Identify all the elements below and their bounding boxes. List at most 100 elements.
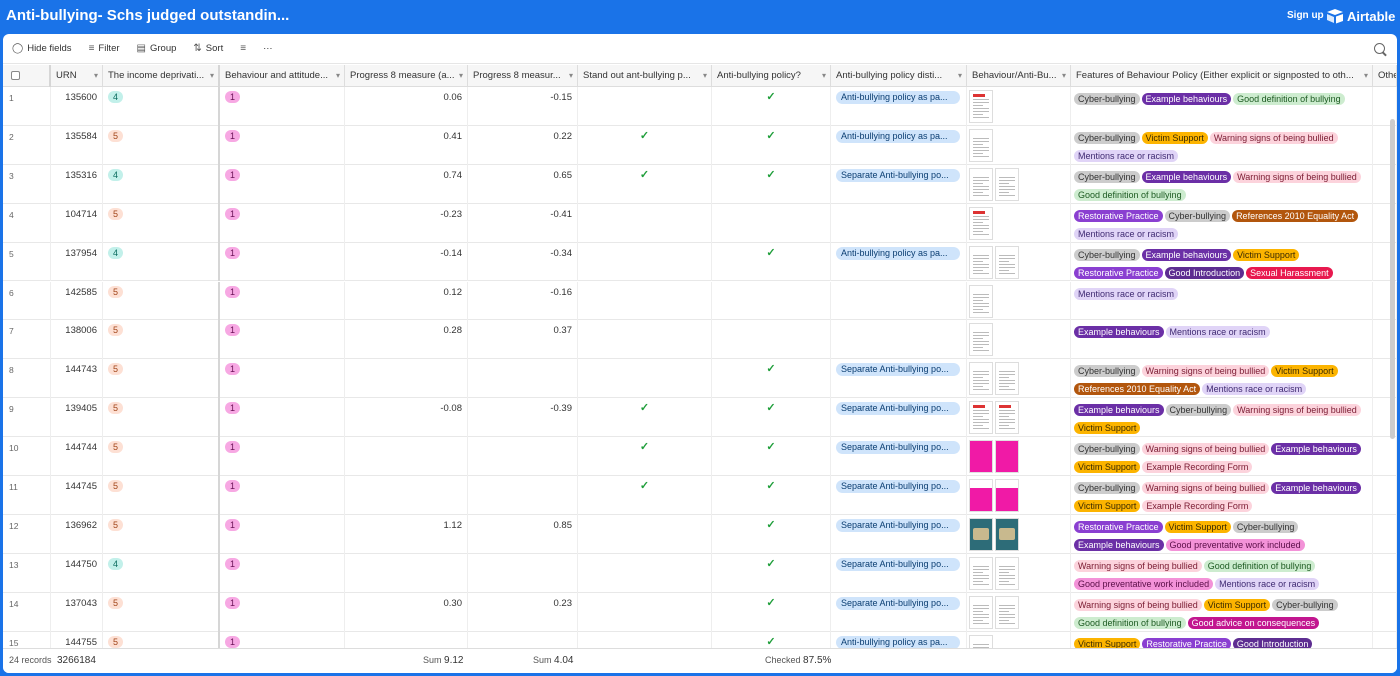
policy-distinct-cell[interactable] <box>831 281 967 321</box>
urn-cell[interactable]: 144744 <box>51 437 103 476</box>
progress8-a-cell[interactable]: 0.28 <box>345 320 468 360</box>
table-row[interactable]: 6 142585 5 1 0.12 -0.16 Mentions race or racis… <box>3 281 1397 321</box>
other-cell[interactable] <box>1373 437 1397 476</box>
progress8-b-cell[interactable]: -0.15 <box>468 87 578 126</box>
income-deprivation-cell[interactable]: 4 <box>103 242 220 282</box>
table-row[interactable]: 12 136962 5 1 1.12 0.85 ✓ Separate Anti-bullyin… <box>3 514 1397 554</box>
col-features-header[interactable]: Features of Behaviour Policy (Either exp… <box>1071 65 1373 87</box>
attachment-thumbnail[interactable] <box>969 206 993 240</box>
standout-policy-cell[interactable] <box>578 320 712 360</box>
progress8-b-cell[interactable]: 0.85 <box>468 514 578 554</box>
filter-button[interactable]: ≡ Filter <box>89 43 120 54</box>
standout-policy-cell[interactable]: ✓ <box>578 125 712 165</box>
progress8-b-cell[interactable] <box>468 553 578 593</box>
policy-distinct-cell[interactable]: Separate Anti-bullying po... <box>831 514 967 554</box>
hide-fields-button[interactable]: ◯ Hide fields <box>12 43 72 54</box>
policy-exists-cell[interactable]: ✓ <box>712 476 831 515</box>
table-row[interactable]: 8 144743 5 1 ✓ Separate Anti-bullying po... Cy… <box>3 359 1397 399</box>
income-deprivation-cell[interactable]: 4 <box>103 553 220 593</box>
attachment-cell[interactable] <box>967 437 1071 476</box>
features-cell[interactable]: Cyber-bullying Example behaviours Victim S… <box>1071 242 1373 282</box>
chevron-down-icon[interactable]: ▾ <box>1363 71 1368 80</box>
policy-exists-cell[interactable]: ✓ <box>712 398 831 438</box>
col-other-header[interactable]: Othe <box>1373 65 1397 87</box>
attachment-thumbnail[interactable] <box>969 556 993 590</box>
income-deprivation-cell[interactable]: 5 <box>103 592 220 632</box>
col-progress8-a-header[interactable]: Progress 8 measure (a... ▾ <box>345 65 468 87</box>
urn-cell[interactable]: 144743 <box>51 359 103 399</box>
col-standout-policy-header[interactable]: Stand out ant-bullying p... ▾ <box>578 65 712 87</box>
policy-distinct-cell[interactable]: Anti-bullying policy as pa... <box>831 125 967 165</box>
attachment-cell[interactable] <box>967 592 1071 632</box>
urn-cell[interactable]: 136962 <box>51 514 103 554</box>
more-options-button[interactable]: ··· <box>263 43 273 54</box>
attachment-thumbnail[interactable] <box>995 595 1019 629</box>
standout-policy-cell[interactable] <box>578 281 712 321</box>
urn-cell[interactable]: 135600 <box>51 87 103 126</box>
progress8-b-cell[interactable]: 0.65 <box>468 164 578 204</box>
progress8-b-cell[interactable] <box>468 359 578 399</box>
progress8-b-cell[interactable]: -0.39 <box>468 398 578 438</box>
progress8-a-cell[interactable] <box>345 359 468 399</box>
row-number[interactable]: 2 <box>3 125 51 165</box>
policy-distinct-cell[interactable]: Separate Anti-bullying po... <box>831 592 967 632</box>
features-cell[interactable]: Cyber-bullying Example behaviours Good def… <box>1071 87 1373 126</box>
features-cell[interactable]: Mentions race or racism <box>1071 281 1373 321</box>
table-row[interactable]: 10 144744 5 1 ✓ ✓ Separate Anti-bullying po...… <box>3 437 1397 476</box>
attachment-thumbnail[interactable] <box>995 167 1019 201</box>
progress8-a-cell[interactable]: 0.30 <box>345 592 468 632</box>
progress8-a-cell[interactable]: -0.14 <box>345 242 468 282</box>
behaviour-rating-cell[interactable]: 1 <box>220 514 345 554</box>
progress8-a-cell[interactable]: 0.74 <box>345 164 468 204</box>
signup-link[interactable]: Sign up <box>1287 10 1324 21</box>
table-row[interactable]: 9 139405 5 1 -0.08 -0.39 ✓ ✓ Separate Anti-bully… <box>3 398 1397 438</box>
features-cell[interactable]: Victim Support Restorative Practice Good I… <box>1071 631 1373 671</box>
standout-policy-cell[interactable]: ✓ <box>578 476 712 515</box>
other-cell[interactable] <box>1373 164 1397 204</box>
behaviour-rating-cell[interactable]: 1 <box>220 476 345 515</box>
row-number[interactable]: 13 <box>3 553 51 593</box>
attachment-thumbnail[interactable] <box>969 284 993 318</box>
features-cell[interactable]: Example behaviours Cyber-bullying Warning … <box>1071 398 1373 438</box>
attachment-cell[interactable] <box>967 320 1071 360</box>
income-deprivation-cell[interactable]: 5 <box>103 476 220 515</box>
urn-cell[interactable]: 137954 <box>51 242 103 282</box>
other-cell[interactable] <box>1373 359 1397 399</box>
standout-policy-cell[interactable] <box>578 203 712 243</box>
features-cell[interactable]: Example behaviours Mentions race or racis… <box>1071 320 1373 360</box>
attachment-cell[interactable] <box>967 164 1071 204</box>
standout-policy-cell[interactable] <box>578 553 712 593</box>
policy-exists-cell[interactable] <box>712 320 831 360</box>
urn-cell[interactable]: 144750 <box>51 553 103 593</box>
policy-distinct-cell[interactable]: Separate Anti-bullying po... <box>831 398 967 438</box>
table-row[interactable]: 13 144750 4 1 ✓ Separate Anti-bullying po... W… <box>3 553 1397 593</box>
table-row[interactable]: 5 137954 4 1 -0.14 -0.34 ✓ Anti-bullying policy… <box>3 242 1397 282</box>
income-deprivation-cell[interactable]: 5 <box>103 320 220 360</box>
attachment-cell[interactable] <box>967 514 1071 554</box>
policy-exists-cell[interactable]: ✓ <box>712 125 831 165</box>
features-cell[interactable]: Cyber-bullying Warning signs of being bul… <box>1071 359 1373 399</box>
search-icon[interactable] <box>1374 43 1385 54</box>
attachment-thumbnail[interactable] <box>969 362 993 396</box>
attachment-cell[interactable] <box>967 242 1071 282</box>
policy-exists-cell[interactable]: ✓ <box>712 242 831 282</box>
policy-distinct-cell[interactable]: Separate Anti-bullying po... <box>831 476 967 515</box>
other-cell[interactable] <box>1373 398 1397 438</box>
behaviour-rating-cell[interactable]: 1 <box>220 320 345 360</box>
progress8-a-cell[interactable]: 0.12 <box>345 281 468 321</box>
attachment-thumbnail[interactable] <box>969 323 993 357</box>
behaviour-rating-cell[interactable]: 1 <box>220 437 345 476</box>
chevron-down-icon[interactable]: ▾ <box>209 71 214 80</box>
policy-distinct-cell[interactable]: Anti-bullying policy as pa... <box>831 87 967 126</box>
urn-cell[interactable]: 138006 <box>51 320 103 360</box>
chevron-down-icon[interactable]: ▾ <box>568 71 573 80</box>
urn-cell[interactable]: 135316 <box>51 164 103 204</box>
income-deprivation-cell[interactable]: 5 <box>103 437 220 476</box>
behaviour-rating-cell[interactable]: 1 <box>220 125 345 165</box>
select-all-checkbox[interactable] <box>11 71 20 80</box>
row-number[interactable]: 14 <box>3 592 51 632</box>
urn-cell[interactable]: 104714 <box>51 203 103 243</box>
policy-exists-cell[interactable] <box>712 203 831 243</box>
behaviour-rating-cell[interactable]: 1 <box>220 592 345 632</box>
chevron-down-icon[interactable]: ▾ <box>702 71 707 80</box>
